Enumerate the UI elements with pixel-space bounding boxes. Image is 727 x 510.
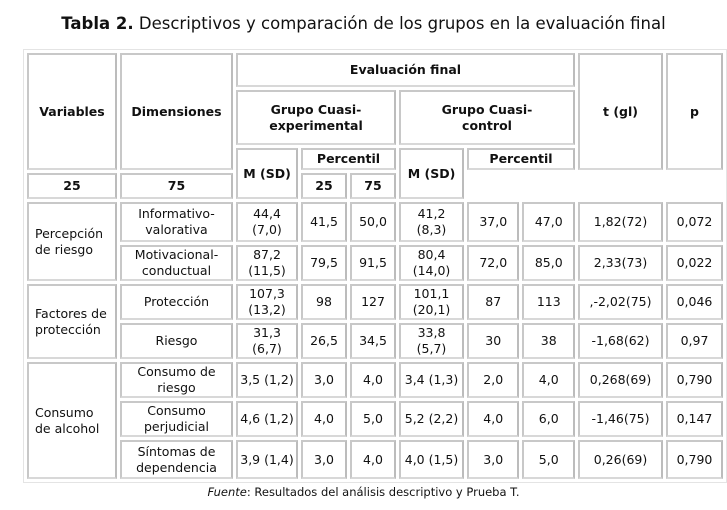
header-variables: Variables: [27, 53, 117, 170]
p-cell: 0,97: [666, 323, 723, 359]
dim-cell: Consumo perjudicial: [120, 401, 233, 437]
header-percentile-25: 25: [301, 173, 347, 199]
b75-cell: 47,0: [522, 202, 575, 242]
p-cell: 0,046: [666, 284, 723, 320]
b25-cell: 87: [467, 284, 520, 320]
m2-cell: 80,4 (14,0): [399, 245, 464, 281]
b25-cell: 37,0: [467, 202, 520, 242]
variable-cell: Consumo de alcohol: [27, 362, 117, 479]
footer-text: : Resultados del análisis descriptivo y …: [246, 485, 520, 499]
header-percentile-75: 75: [120, 173, 233, 199]
a25-cell: 4,0: [301, 401, 347, 437]
a75-cell: 91,5: [350, 245, 396, 281]
header-m-sd: M (SD): [399, 148, 464, 199]
m1-cell: 44,4 (7,0): [236, 202, 298, 242]
m2-cell: 41,2 (8,3): [399, 202, 464, 242]
m2-cell: 101,1 (20,1): [399, 284, 464, 320]
dim-cell: Informativo-valorativa: [120, 202, 233, 242]
table-row: Percepción de riesgo Informativo-valorati…: [27, 202, 723, 281]
p-cell: 0,790: [666, 440, 723, 479]
header-t: t (gl): [578, 53, 663, 170]
b75-cell: 5,0: [522, 440, 575, 479]
m2-cell: 33,8 (5,7): [399, 323, 464, 359]
header-dimensiones: Dimensiones: [120, 53, 233, 170]
dim-cell: Riesgo: [120, 323, 233, 359]
a25-cell: 3,0: [301, 362, 347, 398]
header-percentile-75: 75: [350, 173, 396, 199]
m2-cell: 4,0 (1,5): [399, 440, 464, 479]
a25-cell: 98: [301, 284, 347, 320]
header-percentil: Percentil: [301, 148, 396, 170]
m1-cell: 4,6 (1,2): [236, 401, 298, 437]
b75-cell: 38: [522, 323, 575, 359]
table-row: Factores de protección Protección 107,3 (1…: [27, 284, 723, 359]
m2-cell: 3,4 (1,3): [399, 362, 464, 398]
b25-cell: 3,0: [467, 440, 520, 479]
table-footer: Fuente: Resultados del análisis descript…: [0, 485, 727, 499]
title-text: Descriptivos y comparación de los grupos…: [133, 14, 666, 33]
t-cell: 0,268(69): [578, 362, 663, 398]
table-row: Consumo perjudicial 4,6 (1,2) 4,0 5,0 5,2 (2…: [27, 401, 723, 437]
a25-cell: 41,5: [301, 202, 347, 242]
header-grupo-exp: Grupo Cuasi-experimental: [236, 90, 396, 145]
b75-cell: 113: [522, 284, 575, 320]
b75-cell: 85,0: [522, 245, 575, 281]
b25-cell: 72,0: [467, 245, 520, 281]
header-p: p: [666, 53, 723, 170]
m1-cell: 107,3 (13,2): [236, 284, 298, 320]
table-row: Consumo de alcohol Consumo de riesgo 3,5 (…: [27, 362, 723, 479]
a25-cell: 26,5: [301, 323, 347, 359]
dim-cell: Protección: [120, 284, 233, 320]
p-cell: 0,072: [666, 202, 723, 242]
m2-cell: 5,2 (2,2): [399, 401, 464, 437]
footer-label: Fuente: [207, 485, 247, 499]
b25-cell: 30: [467, 323, 520, 359]
table-row: Motivacional-conductual 87,2 (11,5) 79,5 91…: [27, 245, 723, 281]
a75-cell: 5,0: [350, 401, 396, 437]
dim-cell: Consumo de riesgo: [120, 362, 233, 398]
b75-cell: 6,0: [522, 401, 575, 437]
header-m-sd: M (SD): [236, 148, 298, 199]
table-row: Síntomas de dependencia 3,9 (1,4) 3,0 4,0 4,…: [27, 440, 723, 479]
b25-cell: 2,0: [467, 362, 520, 398]
t-cell: -1,46(75): [578, 401, 663, 437]
variable-cell: Percepción de riesgo: [27, 202, 117, 281]
a25-cell: 3,0: [301, 440, 347, 479]
t-cell: 0,26(69): [578, 440, 663, 479]
m1-cell: 31,3 (6,7): [236, 323, 298, 359]
header-percentil: Percentil: [467, 148, 575, 170]
p-cell: 0,147: [666, 401, 723, 437]
t-cell: 1,82(72): [578, 202, 663, 242]
a25-cell: 79,5: [301, 245, 347, 281]
dim-cell: Síntomas de dependencia: [120, 440, 233, 479]
b25-cell: 4,0: [467, 401, 520, 437]
table-title: Tabla 2. Descriptivos y comparación de l…: [0, 14, 727, 33]
dim-cell: Motivacional-conductual: [120, 245, 233, 281]
m1-cell: 87,2 (11,5): [236, 245, 298, 281]
header-evaluacion: Evaluación final: [236, 53, 575, 87]
table-row: Riesgo 31,3 (6,7) 26,5 34,5 33,8 (5,7) 30 38 -1…: [27, 323, 723, 359]
a75-cell: 127: [350, 284, 396, 320]
t-cell: 2,33(73): [578, 245, 663, 281]
p-cell: 0,790: [666, 362, 723, 398]
a75-cell: 34,5: [350, 323, 396, 359]
variable-cell: Factores de protección: [27, 284, 117, 359]
t-cell: -1,68(62): [578, 323, 663, 359]
a75-cell: 50,0: [350, 202, 396, 242]
title-label: Tabla 2.: [61, 14, 134, 33]
a75-cell: 4,0: [350, 440, 396, 479]
header-percentile-25: 25: [27, 173, 117, 199]
a75-cell: 4,0: [350, 362, 396, 398]
header-grupo-ctrl: Grupo Cuasi-control: [399, 90, 575, 145]
m1-cell: 3,5 (1,2): [236, 362, 298, 398]
m1-cell: 3,9 (1,4): [236, 440, 298, 479]
p-cell: 0,022: [666, 245, 723, 281]
b75-cell: 4,0: [522, 362, 575, 398]
results-table: Variables Dimensiones Evaluación final t…: [23, 49, 727, 483]
t-cell: ,-2,02(75): [578, 284, 663, 320]
